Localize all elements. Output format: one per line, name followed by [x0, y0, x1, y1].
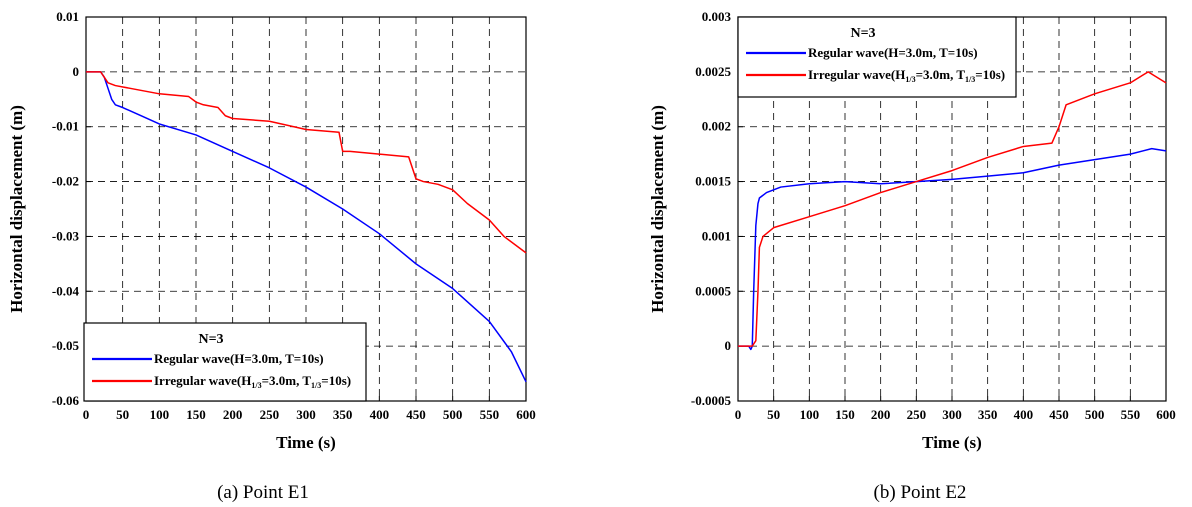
chart-a-legend-title: N=3 [198, 332, 223, 347]
chart-a-x-tick-label: 500 [443, 407, 463, 422]
legend-subscript: 1/3 [905, 75, 915, 84]
legend-text-part: Irregular wave(H [808, 67, 905, 82]
chart-b-y-tick-label: 0.001 [702, 228, 731, 243]
chart-b-x-tick-label: 400 [1014, 407, 1034, 422]
chart-b-x-tick-label: 550 [1121, 407, 1141, 422]
chart-b-x-tick-label: 350 [978, 407, 998, 422]
chart-a-x-tick-label: 100 [150, 407, 170, 422]
chart-b-x-axis-label: Time (s) [922, 433, 982, 452]
chart-a-series-line-regular [86, 71, 527, 383]
chart-b-legend-title: N=3 [850, 26, 875, 41]
chart-b-y-tick-label: 0.003 [702, 9, 732, 24]
legend-text-part: =3.0m, T [916, 67, 966, 82]
legend-text-part: Irregular wave(H [154, 373, 251, 388]
chart-b-y-tick-label: 0.002 [702, 119, 731, 134]
chart-a-x-tick-label: 450 [406, 407, 426, 422]
chart-b-x-tick-label: 0 [735, 407, 742, 422]
chart-a-y-tick-label: 0 [73, 64, 80, 79]
chart-b-y-tick-label: 0.0025 [695, 64, 731, 79]
chart-b-x-tick-label: 200 [871, 407, 891, 422]
chart-a-y-tick-label: -0.04 [52, 283, 80, 298]
chart-b-y-axis-label: Horizontal displacement (m) [648, 105, 667, 313]
chart-a-x-tick-label: 50 [116, 407, 129, 422]
chart-b-x-tick-label: 450 [1049, 407, 1069, 422]
chart-a-caption: (a) Point E1 [217, 482, 309, 503]
chart-a-x-tick-label: 550 [480, 407, 500, 422]
chart-a-x-tick-label: 0 [83, 407, 90, 422]
chart-b-x-tick-label: 250 [907, 407, 927, 422]
chart-b-series-line-regular [738, 147, 1167, 351]
legend-text-part: =10s) [975, 67, 1005, 82]
chart-a-legend-box [83, 322, 367, 402]
chart-a-y-axis-label: Horizontal displacement (m) [7, 105, 26, 313]
chart-a-x-tick-label: 150 [186, 407, 206, 422]
chart-a-legend: N=3 Regular wave(H=3.0m, T=10s) Irregular … [83, 322, 367, 402]
chart-b-x-tick-label: 300 [942, 407, 962, 422]
chart-a-x-tick-label: 300 [296, 407, 316, 422]
chart-a-y-tick-label: 0.01 [56, 9, 79, 24]
chart-a-legend-label-regular: Regular wave(H=3.0m, T=10s) [154, 351, 324, 366]
chart-b-y-tick-label: 0 [725, 338, 732, 353]
chart-b-x-tick-label: 500 [1085, 407, 1105, 422]
chart-a-y-tick-label: -0.05 [52, 338, 80, 353]
chart-b-legend-label-regular: Regular wave(H=3.0m, T=10s) [808, 45, 978, 60]
chart-b-legend: N=3 Regular wave(H=3.0m, T=10s) Irregular … [737, 16, 1017, 98]
chart-b-legend-label-irregular: Irregular wave(H1/3=3.0m, T1/3=10s) [808, 67, 1005, 84]
chart-a-x-tick-label: 200 [223, 407, 243, 422]
chart-b-caption: (b) Point E2 [874, 482, 967, 503]
chart-b-series-line-irregular [738, 71, 1167, 347]
chart-a-x-tick-label: 250 [260, 407, 280, 422]
chart-a-y-tick-label: -0.03 [52, 228, 80, 243]
chart-a-series-line-irregular [86, 71, 527, 254]
chart-a-y-tick-label: -0.01 [52, 119, 79, 134]
chart-a-y-tick-label: -0.06 [52, 393, 80, 408]
chart-a-x-tick-label: 600 [516, 407, 536, 422]
chart-a-x-tick-label: 400 [370, 407, 390, 422]
legend-subscript: 1/3 [311, 381, 321, 390]
chart-a-x-axis-label: Time (s) [276, 433, 336, 452]
chart-b: 0 50 100 150 200 250 300 350 400 450 500 550 600 0.00… [648, 9, 1176, 503]
chart-b-x-tick-label: 100 [800, 407, 820, 422]
chart-a-legend-label-irregular: Irregular wave(H1/3=3.0m, T1/3=10s) [154, 373, 351, 390]
chart-a: 0 50 100 150 200 250 300 350 400 450 500 550 600 0.01… [7, 9, 536, 503]
chart-b-y-tick-label: -0.0005 [691, 393, 732, 408]
chart-a-y-tick-label: -0.02 [52, 174, 79, 189]
chart-b-x-tick-label: 50 [767, 407, 780, 422]
legend-subscript: 1/3 [251, 381, 261, 390]
chart-b-legend-box [737, 16, 1017, 98]
chart-b-x-tick-label: 150 [835, 407, 855, 422]
legend-subscript: 1/3 [965, 75, 975, 84]
legend-text-part: =3.0m, T [262, 373, 312, 388]
legend-text-part: =10s) [321, 373, 351, 388]
chart-a-x-tick-label: 350 [333, 407, 353, 422]
chart-b-y-tick-label: 0.0015 [695, 174, 731, 189]
chart-b-x-tick-label: 600 [1156, 407, 1176, 422]
chart-b-y-tick-label: 0.0005 [695, 283, 731, 298]
